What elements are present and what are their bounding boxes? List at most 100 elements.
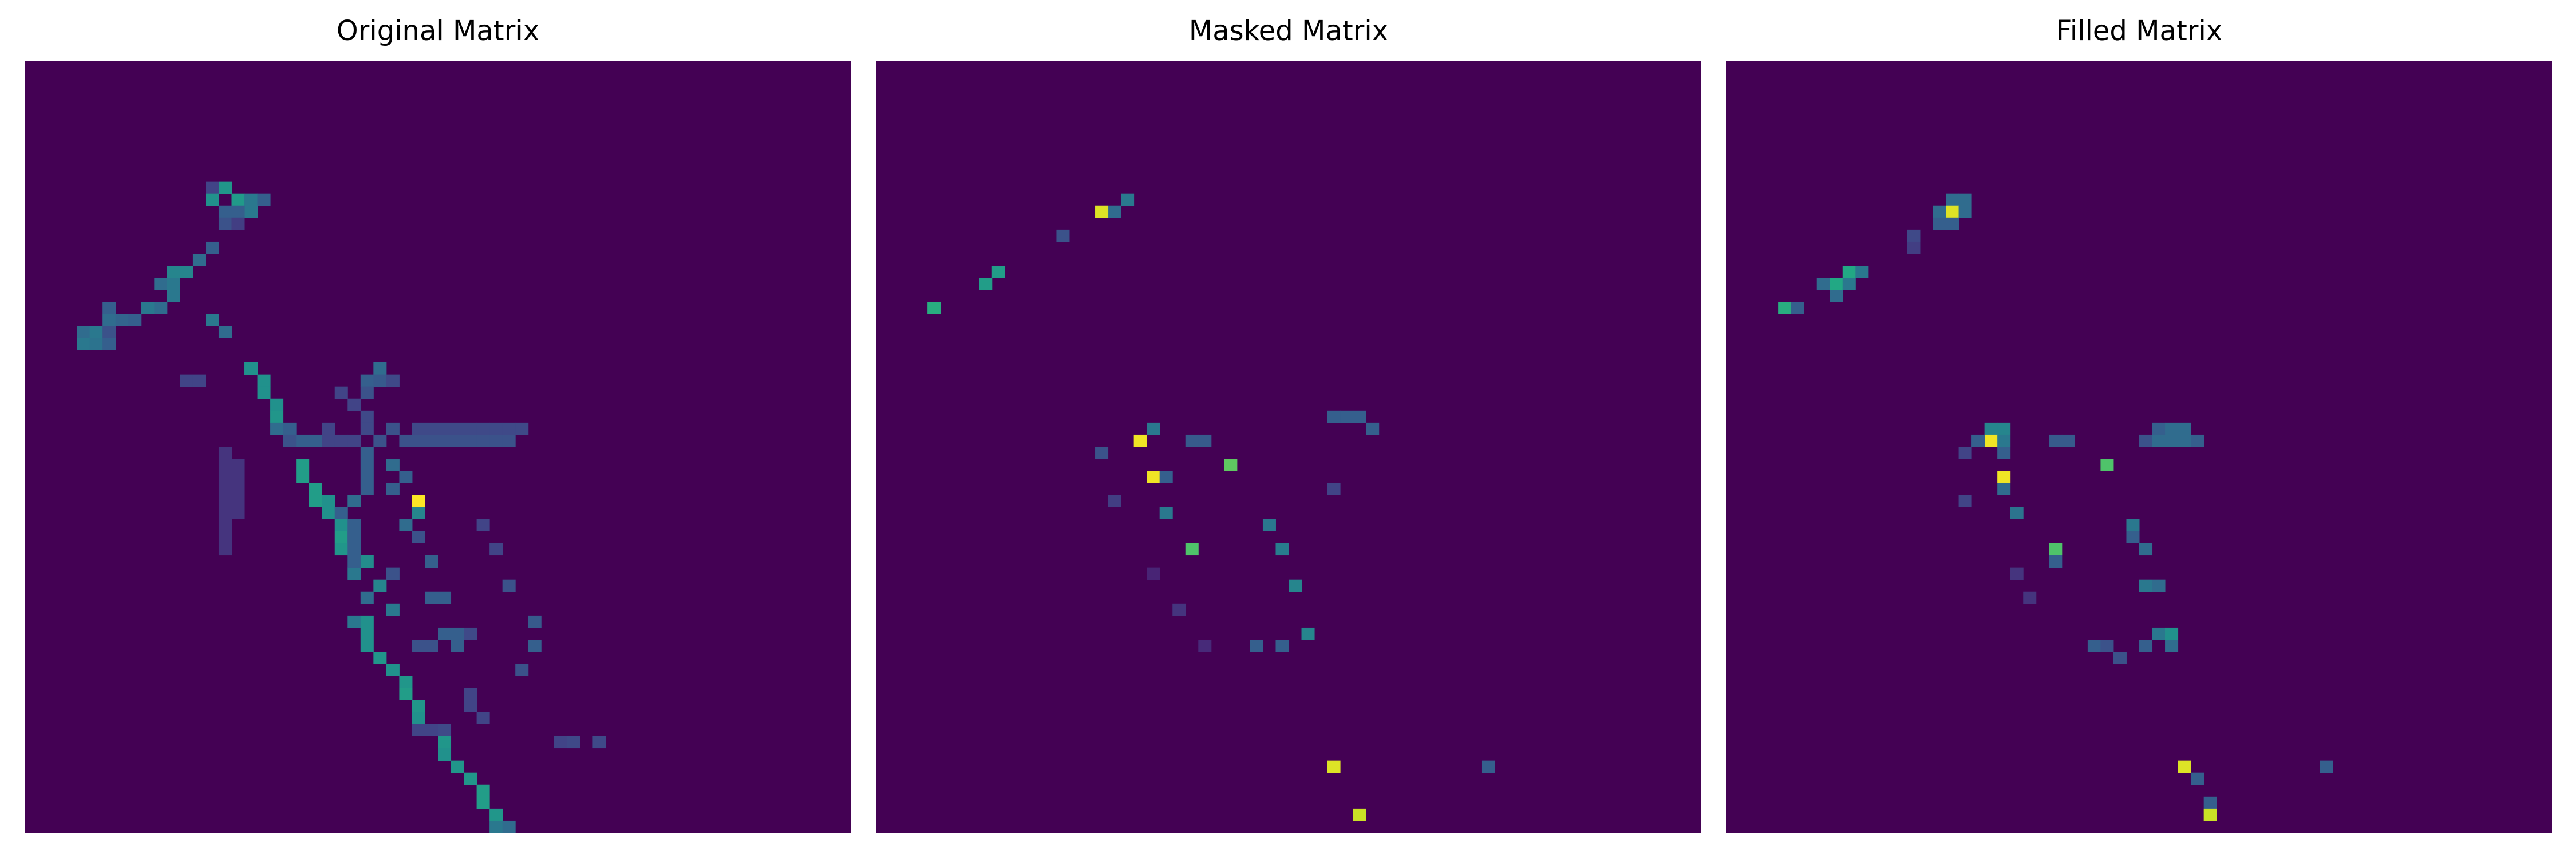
heatmap-cell (1855, 266, 1869, 278)
heatmap-cell (1366, 422, 1380, 435)
heatmap-cell (502, 579, 516, 592)
heatmap-cell (218, 543, 232, 556)
heatmap-cell (360, 627, 374, 640)
heatmap-cell (1262, 519, 1276, 531)
chart-title: Filled Matrix (2056, 15, 2223, 47)
heatmap-cell (347, 531, 361, 543)
heatmap-cell (1958, 447, 1972, 459)
heatmap-cell (2049, 555, 2063, 568)
heatmap-cell (309, 434, 322, 447)
heatmap-cell (1224, 459, 1238, 471)
heatmap-cell (244, 193, 258, 206)
heatmap-cell (334, 386, 348, 399)
heatmap-cell (1933, 217, 1946, 230)
heatmap-cell (102, 338, 116, 350)
heatmap-cell (2126, 519, 2140, 531)
heatmap-cell (2165, 640, 2179, 652)
heatmap-cell (347, 543, 361, 556)
heatmap-cell (102, 326, 116, 338)
heatmap-cell (1121, 193, 1135, 206)
heatmap-cell (1275, 640, 1289, 652)
heatmap-cell (322, 495, 335, 507)
heatmap-cell (347, 495, 361, 507)
heatmap-cell (2178, 760, 2191, 773)
heatmap-cell (2023, 591, 2037, 604)
heatmap-cell (347, 567, 361, 580)
heatmap-cell (206, 193, 219, 206)
heatmap-cell (1159, 507, 1173, 519)
heatmap-cell (438, 422, 452, 435)
heatmap-cell (412, 507, 425, 519)
heatmap-cell (1842, 266, 1856, 278)
heatmap-cell (515, 664, 529, 676)
heatmap-cell (360, 483, 374, 495)
heatmap-cell (1946, 217, 1959, 230)
heatmap-cell (412, 531, 425, 543)
heatmap-cell (425, 724, 438, 736)
heatmap-cell (476, 422, 490, 435)
heatmap-cell (373, 652, 387, 664)
original-matrix-heatmap (25, 61, 851, 833)
heatmap-cell (489, 434, 503, 447)
heatmap-cell (218, 217, 232, 230)
heatmap-cell (451, 434, 464, 447)
chart-title: Original Matrix (336, 15, 540, 47)
heatmap-cell (373, 374, 387, 387)
heatmap-cell (360, 422, 374, 435)
heatmap-cell (451, 422, 464, 435)
heatmap-cell (167, 278, 180, 290)
heatmap-cell (425, 591, 438, 604)
heatmap-cell (1133, 434, 1147, 447)
heatmap-cell (1958, 205, 1972, 218)
heatmap-cell (360, 555, 374, 568)
heatmap-cell (412, 495, 425, 507)
heatmap-cell (1907, 241, 1921, 254)
heatmap-cell (347, 555, 361, 568)
heatmap-cell (231, 205, 245, 218)
heatmap-cell (322, 434, 335, 447)
heatmap-cell (2139, 434, 2153, 447)
heatmap-cell (77, 326, 90, 338)
heatmap-cell (2113, 652, 2127, 664)
heatmap-cell (360, 459, 374, 471)
heatmap-cell (2049, 543, 2063, 556)
heatmap-cell (1198, 640, 1212, 652)
heatmap-cell (438, 591, 452, 604)
heatmap-cell (360, 386, 374, 399)
heatmap-cell (451, 640, 464, 652)
heatmap-cell (206, 241, 219, 254)
heatmap-cell (102, 302, 116, 314)
heatmap-cell (334, 531, 348, 543)
heatmap-cell (515, 422, 529, 435)
heatmap-cell (1816, 278, 1830, 290)
heatmap-cell (309, 483, 322, 495)
heatmap-cell (2100, 640, 2114, 652)
heatmap-cell (218, 483, 232, 495)
heatmap-cell (528, 640, 542, 652)
heatmap-cell (2320, 760, 2333, 773)
heatmap-cell (927, 302, 941, 314)
heatmap-cell (2203, 796, 2217, 809)
masked-matrix-heatmap (876, 61, 1701, 833)
heatmap-cell (347, 398, 361, 411)
heatmap-cell (412, 640, 425, 652)
heatmap-cell (1984, 434, 1998, 447)
heatmap-cell (2139, 543, 2153, 556)
heatmap-cell (102, 314, 116, 326)
heatmap-cell (502, 820, 516, 833)
heatmap-cell (1147, 422, 1160, 435)
heatmap-cell (283, 434, 297, 447)
heatmap-cell (412, 422, 425, 435)
heatmap-cell (1958, 193, 1972, 206)
heatmap-cell (476, 796, 490, 809)
heatmap-cell (218, 205, 232, 218)
heatmap-cell (77, 338, 90, 350)
heatmap-cell (231, 193, 245, 206)
heatmap-cell (1778, 302, 1792, 314)
heatmap-cell (1147, 567, 1160, 580)
heatmap-cell (1791, 302, 1804, 314)
heatmap-cell (218, 326, 232, 338)
heatmap-cell (1481, 760, 1495, 773)
heatmap-cell (1997, 471, 2011, 483)
heatmap-cell (489, 808, 503, 821)
